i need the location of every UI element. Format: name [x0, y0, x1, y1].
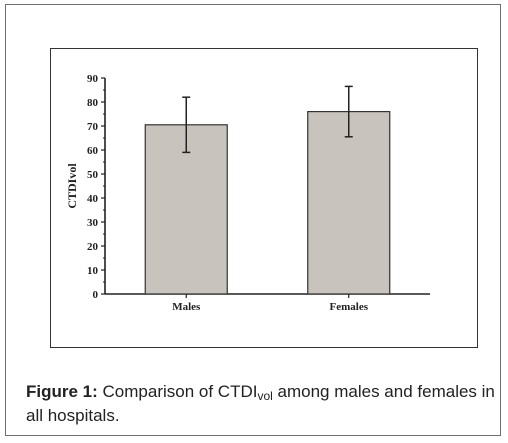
y-axis-label: CTDIvol	[65, 163, 79, 209]
chart-panel	[50, 48, 478, 348]
y-tick-label: 80	[87, 97, 99, 109]
y-tick-label: 90	[87, 73, 99, 85]
x-tick-label-males: Males	[172, 301, 201, 313]
figure-frame: Figure 1: Comparison of CTDIvol among ma…	[5, 4, 501, 436]
y-tick-label: 30	[87, 217, 99, 229]
bar-females	[307, 110, 391, 295]
y-tick-label: 20	[87, 241, 99, 253]
x-tick-label-females: Females	[330, 301, 369, 313]
caption-text-after: among males and females in all hospitals…	[26, 382, 495, 425]
figure-caption: Figure 1: Comparison of CTDIvol among ma…	[26, 380, 496, 428]
y-tick-label: 70	[87, 121, 99, 133]
y-tick-label: 50	[87, 169, 99, 181]
figure-label: Figure 1:	[26, 382, 98, 401]
y-tick-label: 60	[87, 145, 99, 157]
caption-text-before: Comparison of CTDI	[97, 382, 258, 401]
caption-subscript: vol	[257, 389, 273, 403]
y-tick-label: 10	[87, 265, 99, 277]
y-tick-label: 40	[87, 193, 99, 205]
y-tick-label: 0	[93, 289, 99, 301]
